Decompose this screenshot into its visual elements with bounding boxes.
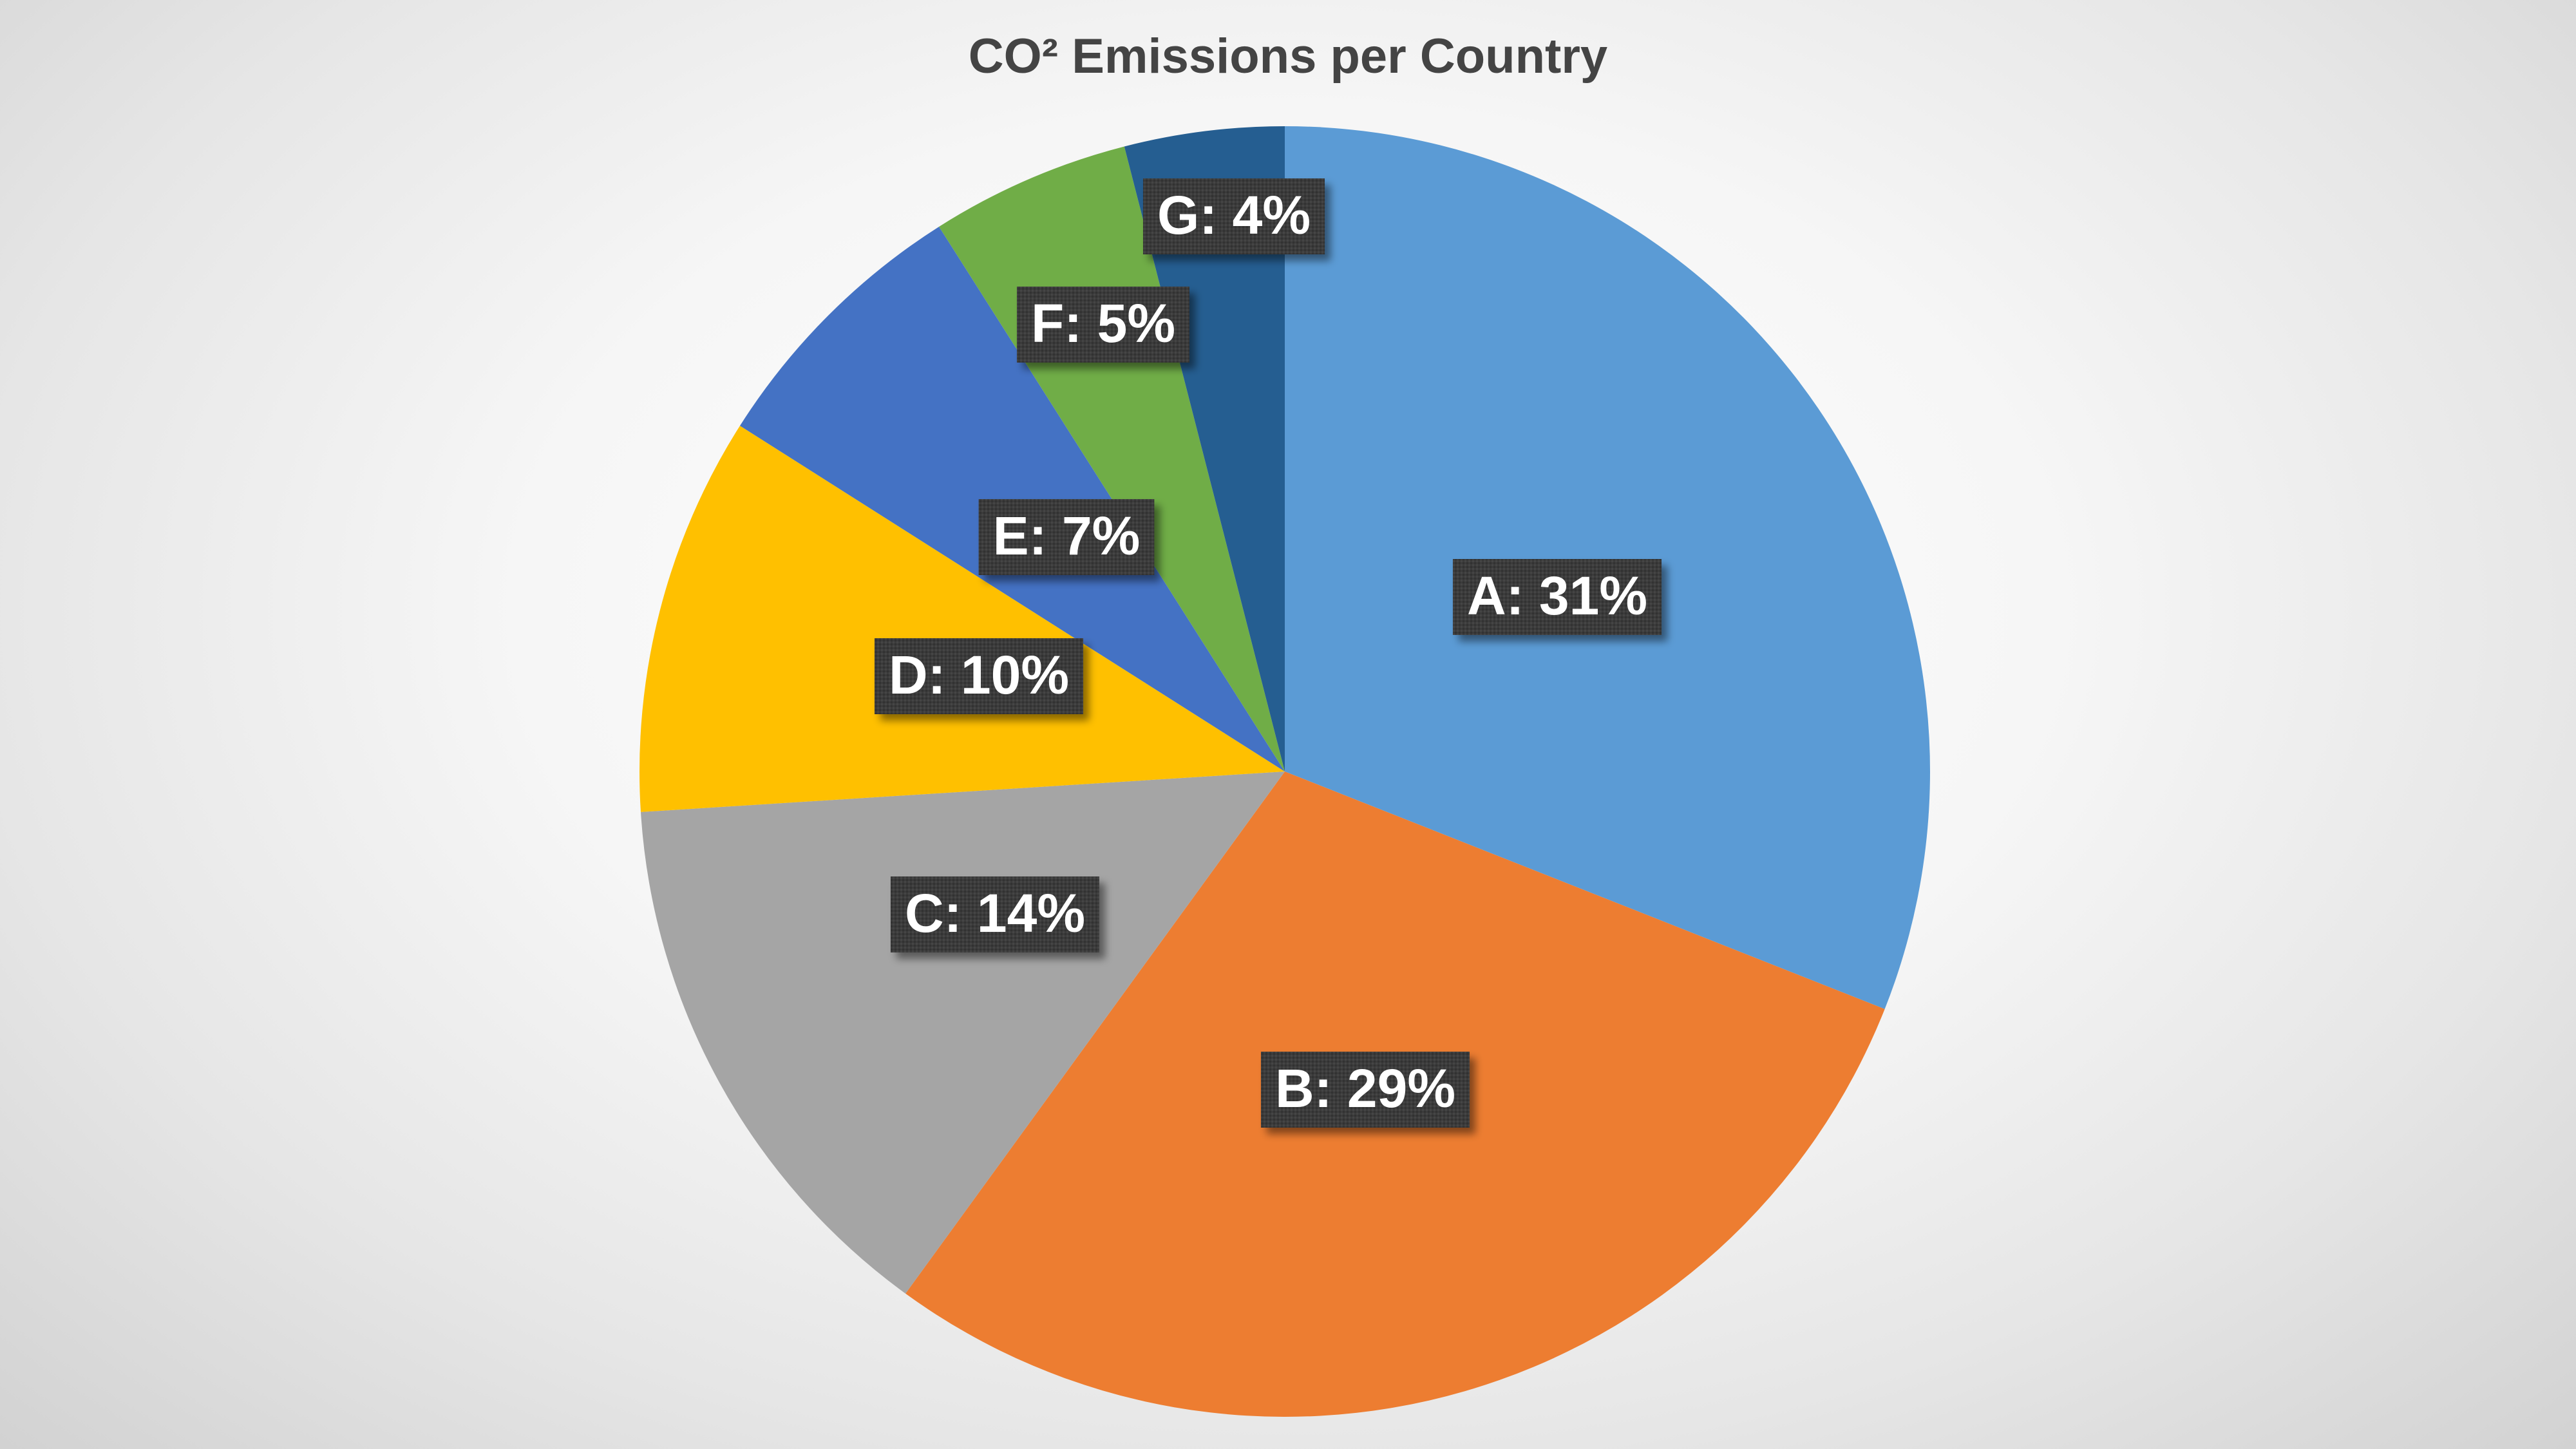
data-label-a: A: 31% xyxy=(1452,559,1662,635)
data-label-text-c: C: 14% xyxy=(905,883,1085,943)
data-label-e: E: 7% xyxy=(978,499,1155,575)
data-label-box-g xyxy=(1142,178,1325,254)
data-label-box-d xyxy=(874,638,1084,714)
data-label-b: B: 29% xyxy=(1260,1052,1470,1128)
data-label-text-a: A: 31% xyxy=(1467,565,1647,626)
data-label-d: D: 10% xyxy=(874,638,1084,714)
data-label-text-f: F: 5% xyxy=(1031,293,1175,354)
pie-slice-e xyxy=(739,226,1285,772)
pie-slice-d xyxy=(639,426,1285,812)
data-label-box-e xyxy=(978,499,1155,575)
pie-data-labels: A: 31% B: 29% C: 14% D: 10% E: 7% F: 5% G: 4% xyxy=(874,178,1662,1128)
data-label-box-b xyxy=(1260,1052,1470,1128)
pie-slice-c xyxy=(640,772,1285,1294)
data-label-text-e: E: 7% xyxy=(993,506,1141,566)
data-label-c: C: 14% xyxy=(890,876,1100,952)
pie-slices xyxy=(639,126,1931,1417)
data-label-box-c xyxy=(890,876,1100,952)
data-label-box-f xyxy=(1016,287,1190,363)
data-label-f: F: 5% xyxy=(1016,287,1190,363)
data-label-text-b: B: 29% xyxy=(1275,1058,1455,1119)
data-label-box-a xyxy=(1452,559,1662,635)
data-label-text-d: D: 10% xyxy=(889,645,1069,705)
data-label-text-g: G: 4% xyxy=(1157,185,1311,245)
data-label-g: G: 4% xyxy=(1142,178,1325,254)
chart-title: CO² Emissions per Country xyxy=(968,29,1608,84)
